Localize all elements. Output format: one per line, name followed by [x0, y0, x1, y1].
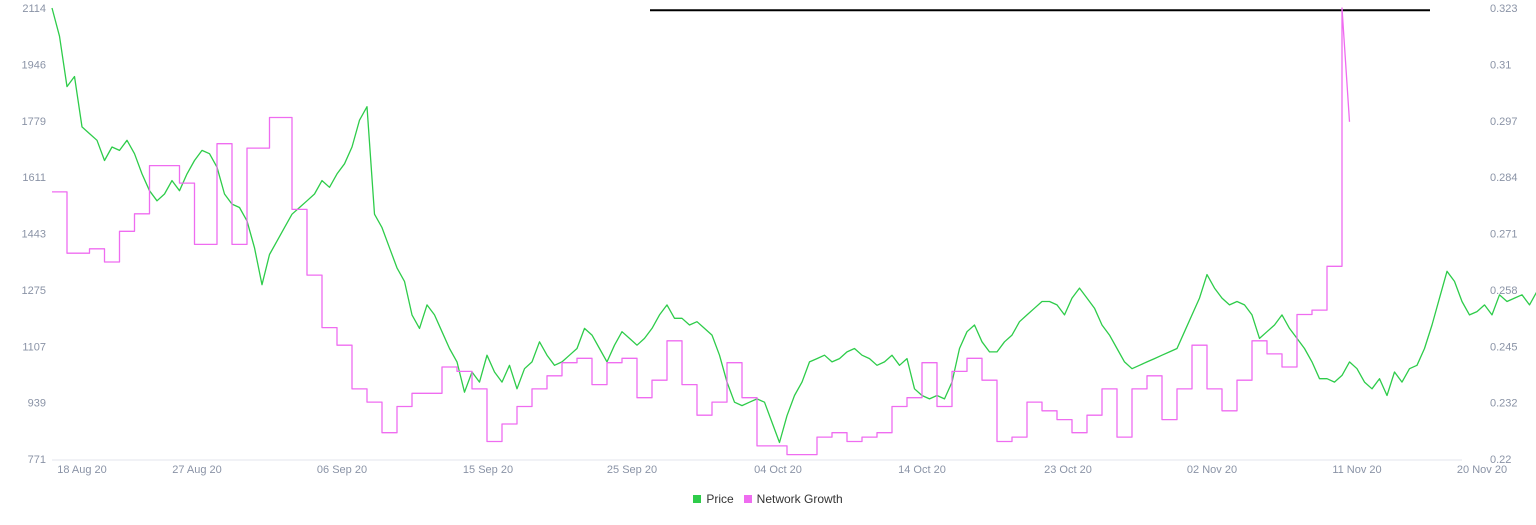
y-left-tick-label: 1443: [22, 229, 46, 241]
y-left-tick-label: 1946: [22, 59, 46, 71]
legend-swatch-network-growth: [743, 495, 752, 503]
x-tick-label: 23 Oct 20: [1044, 464, 1092, 476]
y-left-tick-label: 1275: [22, 285, 46, 297]
y-right-tick-label: 0.297: [1490, 116, 1518, 128]
x-tick-label: 04 Oct 20: [754, 464, 802, 476]
x-tick-label: 27 Aug 20: [172, 464, 222, 476]
y-left-tick-label: 771: [28, 454, 46, 466]
series-line-network-growth: [52, 7, 1351, 456]
y-left-tick-label: 1611: [22, 172, 46, 184]
y-left-tick-label: 939: [28, 398, 46, 410]
y-right-tick-label: 0.22: [1490, 454, 1511, 466]
y-right-tick-label: 0.245: [1490, 341, 1518, 353]
x-tick-label: 06 Sep 20: [317, 464, 367, 476]
y-right-tick-label: 0.323: [1490, 3, 1518, 15]
y-right-tick-label: 0.258: [1490, 285, 1518, 297]
x-tick-label: 11 Nov 20: [1332, 464, 1381, 476]
legend-label-price: Price: [706, 492, 734, 506]
x-tick-label: 15 Sep 20: [463, 464, 513, 476]
y-right-tick-label: 0.232: [1490, 398, 1518, 410]
legend-item-price[interactable]: Price: [693, 492, 734, 506]
y-right-tick-label: 0.271: [1490, 229, 1518, 241]
y-right-tick-label: 0.31: [1490, 59, 1511, 71]
legend-swatch-price: [693, 495, 702, 503]
y-left-tick-label: 1107: [22, 341, 46, 353]
y-left-tick-label: 2114: [22, 3, 46, 15]
y-right-tick-label: 0.284: [1490, 172, 1518, 184]
x-tick-label: 25 Sep 20: [607, 464, 657, 476]
x-tick-label: 02 Nov 20: [1187, 464, 1237, 476]
x-tick-label: 20 Nov 20: [1457, 464, 1507, 476]
legend-label-network-growth: Network Growth: [756, 492, 843, 506]
chart-legend: Price Network Growth: [0, 492, 1536, 506]
series-line-price: [51, 7, 1536, 444]
legend-item-network-growth[interactable]: Network Growth: [743, 492, 843, 506]
x-tick-label: 18 Aug 20: [57, 464, 107, 476]
y-left-tick-label: 1779: [22, 116, 46, 128]
x-tick-label: 14 Oct 20: [898, 464, 946, 476]
